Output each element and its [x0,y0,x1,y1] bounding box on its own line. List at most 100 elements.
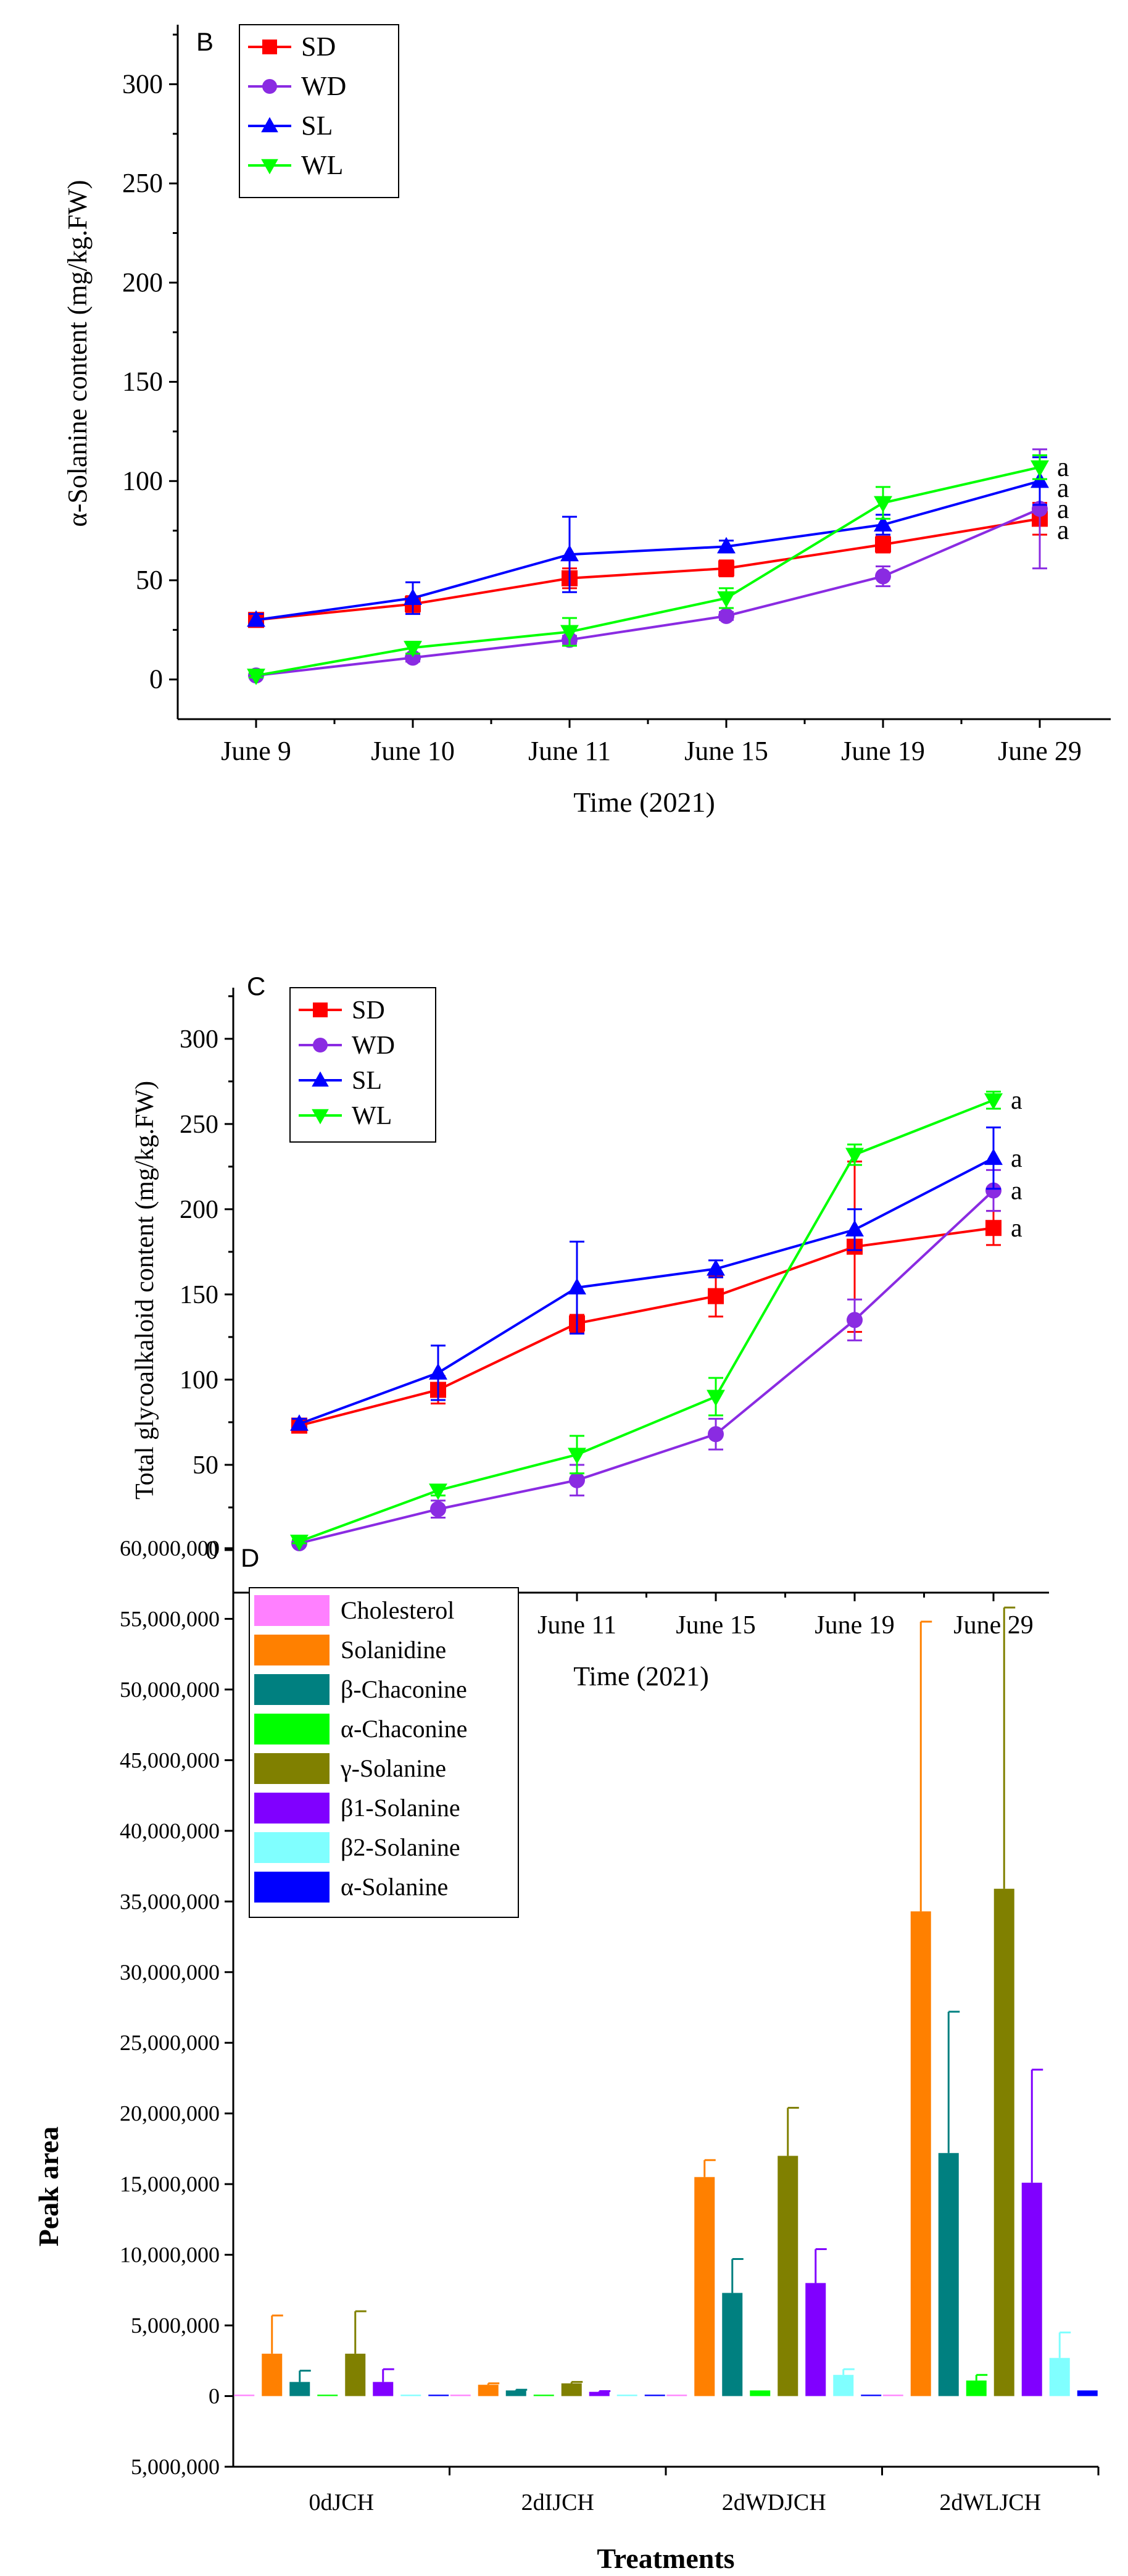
panel-d-bar-α-chaconine [317,2395,338,2396]
panel-d-legend-item-cholesterol-label: Cholesterol [341,1596,454,1624]
panel-b-series-sl-point [247,610,265,627]
panel-d-legend-item-β1-solanine: β1-Solanine [254,1793,460,1824]
panel-b-x-axis-title: Time (2021) [573,786,715,818]
panel-b-legend: SD WD SL WL [239,24,399,198]
panel-d-bar-γ-solanine [993,1888,1014,2396]
chart-panel-d: 5,000,000 0 5,000,000 10,000,000 15,000,000 2… [33,1536,1100,2574]
panel-d-y-tick-label: 20,000,000 [120,2101,220,2126]
panel-d-legend-item-α-chaconine-swatch [254,1714,330,1744]
panel-b-series-wd-point [718,607,734,624]
panel-d-bar-β-chaconine [722,2293,743,2396]
panel-b-series-sl-point [874,515,892,532]
panel-b-significance-label: a [1057,473,1069,503]
panel-c-series-sd-point [708,1288,724,1304]
panel-d-legend-item-solanidine: Solanidine [254,1635,446,1665]
panel-c-legend-item-sd-marker [313,1002,328,1017]
panel-d-y-tick-label: 55,000,000 [120,1606,220,1631]
panel-d-bar-β1-solanine [589,2391,610,2396]
panel-c-series-sl-line [299,1157,994,1425]
panel-d-bar-α-solanine [861,2395,882,2396]
panel-d-x-tick-label: 2dWDJCH [722,2490,826,2516]
panel-c-series-wd-point [985,1182,1002,1199]
panel-b-series-sl-point [717,536,736,554]
panel-b-legend-item-wl-label: WL [301,150,343,180]
panel-d-legend-item-β-chaconine-label: β-Chaconine [341,1675,467,1703]
panel-b-series-wl-point [717,591,736,608]
panel-d-bar-γ-solanine [778,2156,798,2396]
panel-d-x-tick-label: 2dIJCH [521,2490,594,2516]
panel-b-legend-item-wd-marker [262,79,277,94]
panel-c-y-tick-label: 50 [193,1451,218,1480]
panel-b-legend-item-wd-label: WD [301,71,346,101]
panel-c-series-wd-point [847,1312,863,1328]
panel-b-legend-item-sd-label: SD [301,31,336,62]
panel-d-legend-item-γ-solanine-label: γ-Solanine [340,1754,446,1782]
panel-b-series-wd-line [255,507,1040,677]
panel-b-series-wl-point [874,496,892,513]
panel-d-y-tick-label: 5,000,000 [131,2454,220,2479]
panel-b-legend-item-sd-marker [262,40,277,54]
panel-c-legend-item-wd-label: WD [352,1032,395,1060]
panel-d-bar-solanidine [694,2177,715,2396]
panel-c-legend-item-sd-label: SD [352,996,385,1025]
panel-b-series-sl [247,456,1049,627]
panel-b-y-tick-label: 0 [149,664,163,694]
panel-d-y-tick-label: 15,000,000 [120,2172,220,2196]
panel-b-y-tick-label: 250 [122,168,163,198]
panel-b-series-sl-line [255,480,1040,622]
panel-d-legend-item-β-chaconine: β-Chaconine [254,1674,467,1705]
panel-d-legend-item-α-chaconine-label: α-Chaconine [341,1715,467,1743]
panel-d-legend-item-β1-solanine-swatch [254,1793,330,1824]
panel-c-significance-label: a [1011,1177,1022,1206]
panel-c-series-sl-point [707,1259,725,1276]
panel-c-series-wl-point [707,1390,725,1407]
panel-d-bar-β1-solanine [1021,2182,1042,2396]
panel-d-y-tick-label: 35,000,000 [120,1889,220,1914]
panel-c-series-wl-point [429,1483,447,1500]
panel-d-bar-cholesterol [666,2395,687,2396]
panel-b-legend-item-sl: SL [248,110,333,141]
panel-d-y-tick-label: 40,000,000 [120,1819,220,1843]
panel-c-series-wd-point [708,1426,724,1443]
panel-d-bar-solanidine [910,1911,931,2396]
panel-d-bar-β2-solanine [616,2395,637,2396]
panel-b-x-tick-label: June 9 [221,736,291,766]
panel-b-y-tick-label: 150 [122,367,163,397]
panel-c-series-wl [290,1090,1003,1551]
panel-d-bar-β2-solanine [1049,2357,1070,2396]
panel-c-x-tick-label: June 11 [537,1611,616,1640]
panel-c-legend: SD WD SL WL [289,987,436,1143]
panel-d-y-tick-label: 60,000,000 [120,1536,220,1561]
panel-d-legend-item-α-solanine-swatch [254,1872,330,1903]
panel-c-series-sl [290,1126,1003,1431]
panel-d-y-tick-label: 5,000,000 [131,2313,220,2338]
panel-label-b: B [196,27,214,56]
panel-d-legend-item-β2-solanine-label: β2-Solanine [341,1833,460,1861]
panel-c-series-wd-point [569,1472,585,1488]
panel-b-series-wl-point [1031,460,1049,477]
panel-c-x-tick-label: June 19 [815,1611,895,1640]
panel-c-series-sl-point [429,1363,447,1380]
panel-d-y-axis-title: Peak area [33,2127,64,2247]
panel-b-series-sd-point [718,560,734,577]
panel-c-series-wl-point [845,1148,864,1165]
panel-c-legend-item-wl-label: WL [352,1102,392,1130]
panel-c-legend-item-wd: WD [299,1032,395,1060]
panel-b-series-wd [248,448,1048,684]
panel-d-bar-β-chaconine [289,2382,310,2396]
panel-b-legend-item-wl: WL [248,150,343,180]
panel-c-legend-item-sl-marker [312,1071,329,1087]
panel-d-bar-α-chaconine [533,2395,554,2396]
panel-c-series-wl-line [299,1099,994,1543]
panel-c-legend-item-wl-marker [312,1109,329,1125]
panel-c-series-sl-point [845,1220,864,1237]
panel-d-bar-α-solanine [1077,2390,1098,2396]
panel-c-series-wl-point [290,1535,309,1551]
panel-c-significance-label: a [1011,1144,1022,1173]
panel-d-bar-α-chaconine [750,2390,771,2396]
panel-d-legend-item-γ-solanine-swatch [254,1753,330,1784]
panel-c-y-tick-label: 300 [180,1025,218,1054]
panel-b-series-wl-point [560,625,579,642]
panel-d-bar-α-solanine [644,2395,665,2396]
